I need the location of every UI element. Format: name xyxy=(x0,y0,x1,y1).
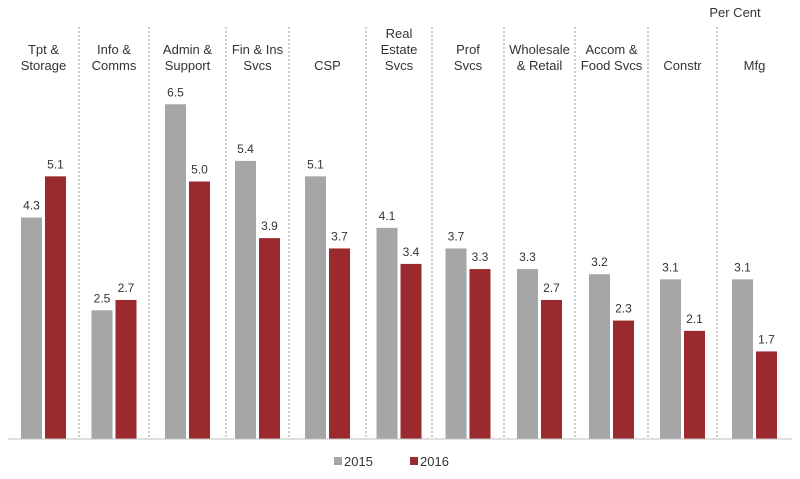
bar-2016 xyxy=(115,299,137,439)
category-label: Tpt & xyxy=(28,42,59,57)
category-label: Wholesale xyxy=(509,42,570,57)
data-label: 3.7 xyxy=(331,229,348,243)
bar-2016 xyxy=(469,269,491,439)
bar-2016 xyxy=(756,351,777,439)
category-label: Fin & Ins xyxy=(232,42,284,57)
category-label: Info & xyxy=(97,42,131,57)
category-label: Estate xyxy=(381,42,418,57)
data-label: 2.1 xyxy=(686,312,703,326)
category-label: Comms xyxy=(92,58,137,73)
bar-2016 xyxy=(613,320,634,439)
data-label: 5.4 xyxy=(237,142,254,156)
legend: 2015 2016 xyxy=(334,454,449,469)
data-label: 5.1 xyxy=(47,157,64,171)
bar-2015 xyxy=(660,279,681,439)
data-label: 3.3 xyxy=(519,250,536,264)
data-label: 3.2 xyxy=(591,255,608,269)
category-label: Admin & xyxy=(163,42,212,57)
bar-2015 xyxy=(376,227,398,439)
bars xyxy=(21,104,777,439)
bar-2015 xyxy=(517,269,538,439)
data-label: 3.4 xyxy=(403,245,420,259)
category-label: Svcs xyxy=(385,58,414,73)
bar-2016 xyxy=(259,238,280,439)
bar-2016 xyxy=(329,248,350,439)
data-label: 3.1 xyxy=(734,260,751,274)
category-label: Constr xyxy=(663,58,702,73)
data-label: 3.3 xyxy=(472,250,489,264)
data-label: 4.1 xyxy=(379,209,396,223)
bar-2016 xyxy=(684,330,705,439)
bar-2015 xyxy=(732,279,753,439)
legend-label: 2015 xyxy=(344,454,373,469)
value-labels: 4.3 5.1 2.5 2.7 6.5 5.0 5.4 3.9 5.1 3.7 4.1 3.4 3.7 3… xyxy=(23,85,775,346)
legend-label: 2016 xyxy=(420,454,449,469)
data-label: 5.1 xyxy=(307,157,324,171)
category-label: Storage xyxy=(21,58,67,73)
bar-2015 xyxy=(21,217,42,439)
category-label: Svcs xyxy=(243,58,272,73)
bar-2016 xyxy=(541,299,562,439)
data-label: 2.7 xyxy=(118,281,135,295)
category-label: Real xyxy=(386,26,413,41)
category-label: & Retail xyxy=(517,58,563,73)
bar-2015 xyxy=(305,176,326,439)
legend-item-2016: 2016 xyxy=(410,454,449,469)
legend-swatch xyxy=(410,457,418,465)
bar-2015 xyxy=(165,104,186,439)
data-label: 3.1 xyxy=(662,260,679,274)
bar-2016 xyxy=(45,176,66,439)
data-label: 2.7 xyxy=(543,281,560,295)
category-label: Accom & xyxy=(585,42,637,57)
data-label: 2.3 xyxy=(615,302,632,316)
category-label: Mfg xyxy=(744,58,766,73)
bar-2015 xyxy=(445,248,467,439)
category-label: CSP xyxy=(314,58,341,73)
data-label: 6.5 xyxy=(167,85,184,99)
data-label: 3.7 xyxy=(448,229,465,243)
bar-2015 xyxy=(589,274,610,439)
bar-2016 xyxy=(400,263,422,439)
bar-2016 xyxy=(189,181,210,439)
category-label: Svcs xyxy=(454,58,483,73)
category-label: Prof xyxy=(456,42,480,57)
legend-item-2015: 2015 xyxy=(334,454,373,469)
unit-label: Per Cent xyxy=(709,5,761,20)
category-label: Food Svcs xyxy=(581,58,643,73)
category-labels: Tpt &Storage Info &Comms Admin &Support Fin… xyxy=(21,26,766,73)
category-label: Support xyxy=(165,58,211,73)
data-label: 4.3 xyxy=(23,199,40,213)
data-label: 2.5 xyxy=(94,291,111,305)
data-label: 3.9 xyxy=(261,219,278,233)
data-label: 1.7 xyxy=(758,332,775,346)
data-label: 5.0 xyxy=(191,163,208,177)
category-dividers xyxy=(78,27,718,439)
bar-2015 xyxy=(91,310,113,439)
bar-2015 xyxy=(235,160,256,439)
legend-swatch xyxy=(334,457,342,465)
